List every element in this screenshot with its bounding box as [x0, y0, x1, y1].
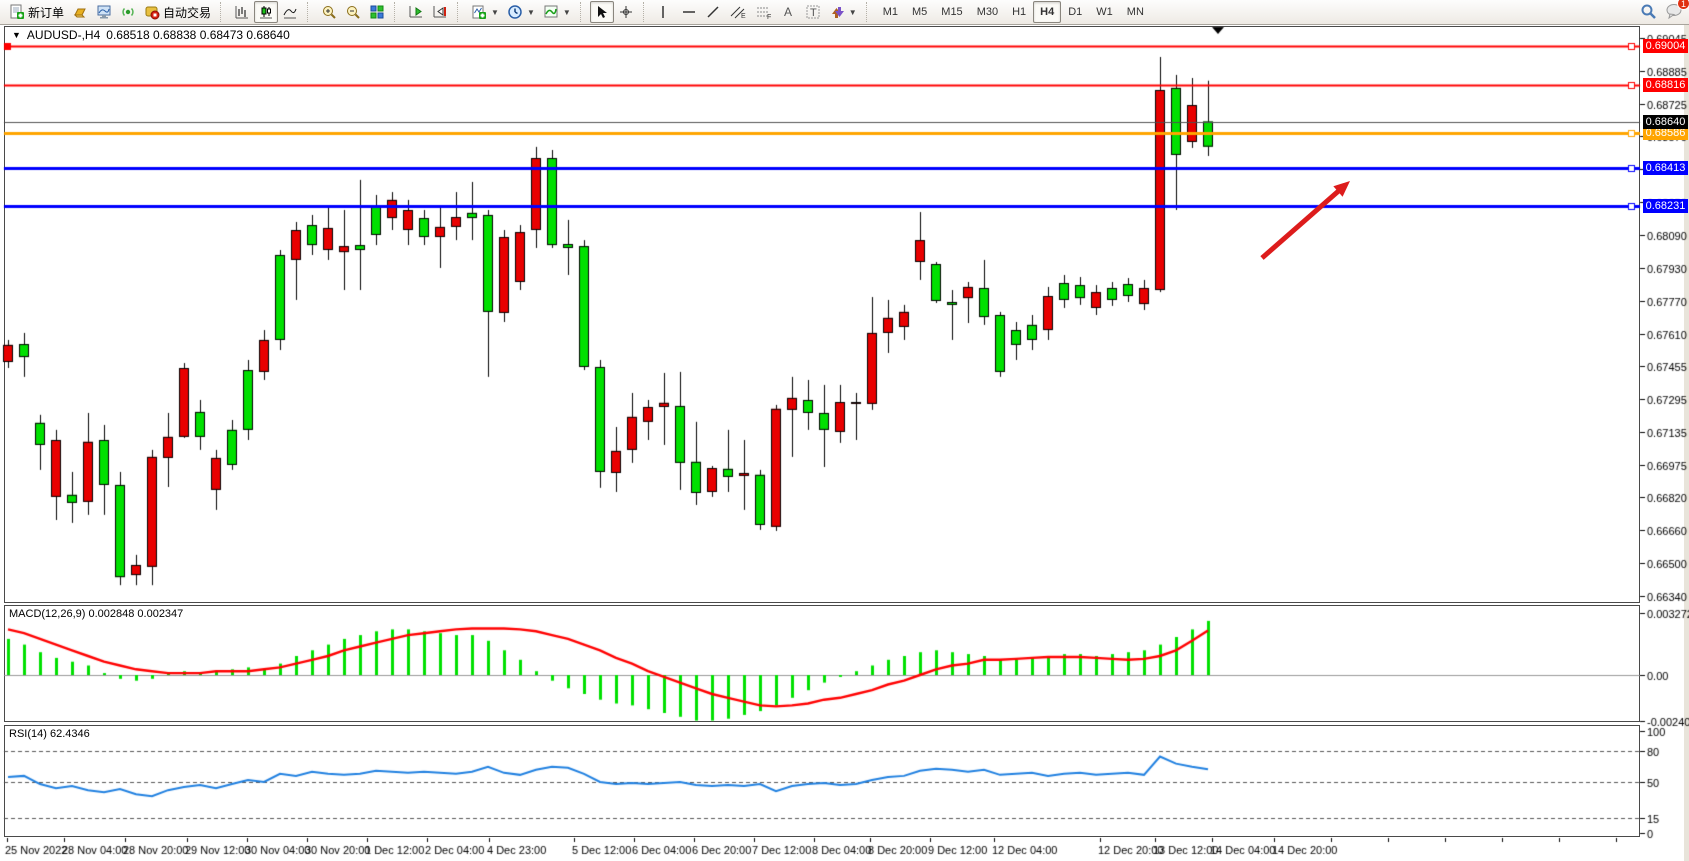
- autotrading-icon: [144, 4, 160, 20]
- toolbar-separator: [457, 2, 462, 22]
- line-chart-button[interactable]: [278, 1, 302, 23]
- cursor-button[interactable]: [589, 1, 614, 23]
- signals-button[interactable]: [116, 1, 140, 23]
- chart-window: ▼ AUDUSD-,H4 0.68518 0.68838 0.68473 0.6…: [0, 25, 1689, 861]
- candlestick-icon: [258, 4, 274, 20]
- autotrading-label: 自动交易: [163, 5, 212, 20]
- market-watch-button[interactable]: [68, 1, 92, 23]
- new-chart-icon: [471, 4, 487, 20]
- timeframe-m1-button[interactable]: M1: [882, 6, 898, 18]
- svg-text:T: T: [810, 7, 817, 19]
- cursor-arrow-icon: [594, 4, 610, 20]
- vertical-line-icon: [657, 4, 669, 20]
- text-button[interactable]: A: [777, 1, 801, 23]
- main-toolbar: 新订单 自动交易 ▼ ▼ ▼: [0, 0, 1689, 25]
- price-line-badge: 0.68816: [1643, 78, 1688, 93]
- chart-shift-button[interactable]: [428, 1, 452, 23]
- price-line-badge: 0.68413: [1643, 161, 1688, 176]
- text-label-button[interactable]: T: [801, 1, 825, 23]
- search-icon[interactable]: [1640, 3, 1657, 23]
- crosshair-button[interactable]: [614, 1, 638, 23]
- trendline-button[interactable]: [701, 1, 725, 23]
- chart-symbol-period: AUDUSD-,H4: [26, 28, 101, 42]
- equidistant-channel-button[interactable]: E: [725, 1, 751, 23]
- timeframe-group: M1 M5 M15 M30 H1 H4 D1 W1 MN: [874, 0, 1153, 24]
- horizontal-line-button[interactable]: [677, 1, 701, 23]
- svg-text:F: F: [767, 14, 771, 20]
- toolbar-separator: [307, 2, 312, 22]
- tile-windows-button[interactable]: [365, 1, 389, 23]
- chat-bubble-icon: [1665, 4, 1683, 22]
- timeframe-h4-button[interactable]: H4: [1033, 1, 1062, 23]
- notifications-button[interactable]: 1: [1665, 0, 1689, 22]
- chart-ohlc-values: 0.68518 0.68838 0.68473 0.68640: [106, 28, 290, 42]
- vertical-line-button[interactable]: [653, 1, 677, 23]
- channel-icon: E: [729, 4, 747, 20]
- rsi-indicator-label: RSI(14) 62.4346: [9, 728, 90, 740]
- toolbar-separator: [579, 2, 585, 22]
- text-label-icon: T: [805, 4, 821, 20]
- dropdown-caret-icon: ▼: [848, 7, 857, 17]
- dropdown-caret-icon: ▼: [491, 7, 499, 17]
- toolbar-separator: [220, 2, 225, 22]
- bar-chart-icon: [234, 4, 250, 20]
- toolbar-separator: [642, 2, 648, 22]
- terminal-button[interactable]: [92, 1, 116, 23]
- profiles-button[interactable]: ▼: [503, 1, 539, 23]
- notification-count-badge: 1: [1677, 0, 1689, 10]
- current-price-badge: 0.68640: [1643, 114, 1688, 129]
- indicators-button[interactable]: ▼: [539, 1, 575, 23]
- macd-indicator-label: MACD(12,26,9) 0.002848 0.002347: [9, 608, 184, 620]
- timeframe-d1-button[interactable]: D1: [1068, 6, 1083, 18]
- line-chart-icon: [282, 4, 298, 20]
- new-order-icon: [9, 4, 25, 20]
- gold-icon: [72, 4, 88, 20]
- timeframe-h1-button[interactable]: H1: [1012, 6, 1027, 18]
- toolbar-separator: [394, 2, 399, 22]
- autotrading-button[interactable]: 自动交易: [140, 1, 215, 23]
- svg-text:A: A: [784, 5, 792, 19]
- new-order-label: 新订单: [28, 5, 65, 20]
- dropdown-caret-icon: ▼: [526, 7, 535, 17]
- zoom-in-button[interactable]: [317, 1, 341, 23]
- new-chart-button[interactable]: ▼: [467, 1, 503, 23]
- clock-icon: [507, 4, 523, 20]
- zoom-in-icon: [321, 4, 337, 20]
- candlestick-button[interactable]: [254, 1, 279, 23]
- new-order-button[interactable]: 新订单: [5, 1, 68, 23]
- timeframe-m5-button[interactable]: M5: [912, 6, 928, 18]
- crosshair-icon: [618, 4, 634, 20]
- indicators-icon: [543, 4, 559, 20]
- toolbar-separator: [865, 2, 871, 22]
- arrows-button[interactable]: ▼: [825, 1, 861, 23]
- trendline-icon: [705, 4, 721, 20]
- timeframe-w1-button[interactable]: W1: [1096, 6, 1113, 18]
- symbol-dropdown-icon[interactable]: ▼: [12, 30, 21, 40]
- dropdown-caret-icon: ▼: [562, 7, 571, 17]
- horizontal-line-icon: [681, 4, 697, 20]
- timeframe-m30-button[interactable]: M30: [976, 6, 999, 18]
- chart-shift-icon: [432, 4, 448, 20]
- tile-windows-icon: [369, 4, 385, 20]
- price-line-badge: 0.69004: [1643, 39, 1688, 54]
- arrows-icon: [829, 4, 845, 20]
- signal-icon: [120, 4, 136, 20]
- monitor-icon: [96, 4, 112, 20]
- text-icon: A: [781, 4, 795, 20]
- timeframe-m15-button[interactable]: M15: [941, 6, 963, 18]
- chart-title: ▼ AUDUSD-,H4 0.68518 0.68838 0.68473 0.6…: [9, 28, 293, 42]
- auto-scroll-button[interactable]: [404, 1, 428, 23]
- price-line-badge: 0.68231: [1643, 198, 1688, 213]
- svg-text:E: E: [741, 13, 746, 20]
- fibonacci-button[interactable]: F: [751, 1, 777, 23]
- timeframe-mn-button[interactable]: MN: [1126, 6, 1144, 18]
- auto-scroll-icon: [408, 4, 424, 20]
- fibonacci-icon: F: [755, 4, 773, 20]
- zoom-out-icon: [345, 4, 361, 20]
- price-line-badge: 0.68586: [1643, 125, 1688, 140]
- bar-chart-button[interactable]: [230, 1, 254, 23]
- chart-canvas[interactable]: [0, 25, 1689, 861]
- zoom-out-button[interactable]: [341, 1, 365, 23]
